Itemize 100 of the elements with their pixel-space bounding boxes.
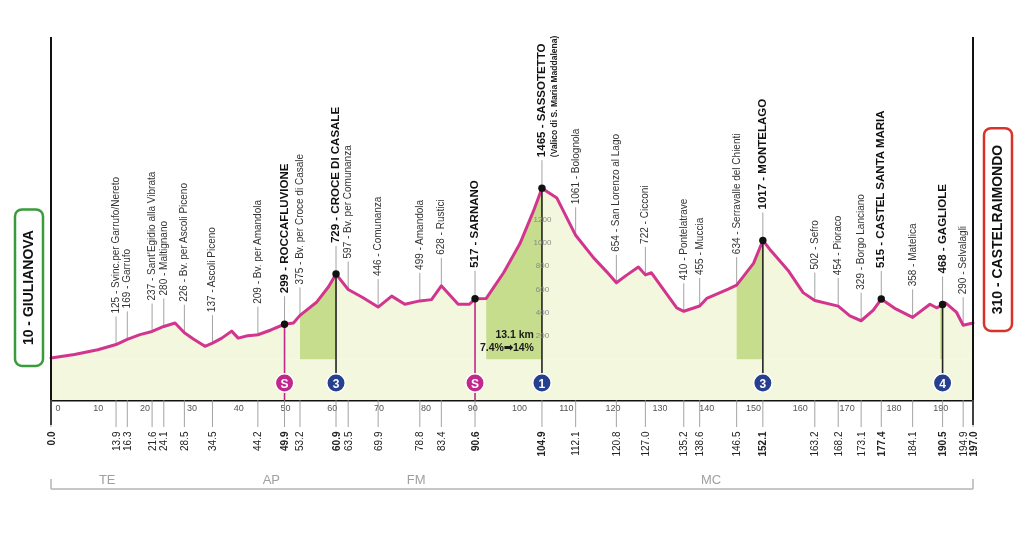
- text: AP: [262, 472, 281, 487]
- annotation: 280 - Maltignano: [157, 220, 169, 296]
- annotation: 515 - CASTEL SANTA MARIA: [874, 110, 887, 269]
- x2-tick-label: 177.4: [875, 431, 887, 457]
- annotation: 1465 - SASSOTETTO: [534, 43, 547, 158]
- x2-tick-label: 24.1: [158, 431, 170, 451]
- annotation: 226 - Bv. per Ascoli Piceno: [178, 182, 190, 302]
- x-tick-label: 0: [55, 402, 61, 413]
- x2-tick-label: 53.2: [294, 431, 306, 451]
- annotation: 4: [939, 377, 947, 391]
- x2-tick-label: 28.5: [178, 431, 190, 451]
- annotation: 502 - Sefro: [808, 219, 820, 270]
- annotation: 310 - CASTELRAIMONDO: [989, 144, 1005, 315]
- x-tick-label: 70: [374, 402, 385, 413]
- x2-tick-label: 49.9: [279, 431, 291, 451]
- x2-tick-label: 173.1: [855, 431, 867, 457]
- x2-tick-label: 163.2: [809, 431, 821, 457]
- x-tick-label: 100: [512, 402, 528, 413]
- series-label: 13.1 km 7.4%➡14%: [480, 328, 535, 353]
- annotation: 722 - Cicconi: [639, 185, 651, 244]
- x2-tick-label: 0.0: [45, 431, 57, 446]
- text: MC: [701, 472, 722, 487]
- x-tick-label: 160: [792, 402, 808, 413]
- x-tick-label: 90: [467, 402, 478, 413]
- x2-tick-label: 112.1: [570, 431, 582, 456]
- y-tick-label: 400: [535, 307, 550, 317]
- annotation: 729 - CROCE DI CASALE: [329, 106, 342, 244]
- x-tick-label: 80: [420, 402, 431, 413]
- x-tick-label: 150: [746, 402, 762, 413]
- text: TE: [98, 472, 116, 487]
- x2-tick-label: 127.0: [639, 431, 651, 457]
- x2-tick-label: 83.4: [435, 431, 447, 451]
- x2-tick-label: 44.2: [252, 431, 264, 451]
- annotation: 10 - GIULIANOVA: [20, 230, 36, 346]
- x2-tick-label: 90.6: [469, 431, 481, 451]
- x-tick-label: 130: [652, 402, 668, 413]
- annotation: 1017 - MONTELAGO: [755, 98, 768, 210]
- y-tick-label: 1200: [533, 214, 552, 224]
- x2-tick-label: 21.6: [146, 431, 158, 451]
- x2-tick-label: 78.8: [414, 431, 426, 451]
- annotation: 3: [332, 377, 340, 391]
- x2-tick-label: 184.1: [907, 431, 919, 457]
- annotation: 628 - Rustici: [435, 199, 447, 255]
- annotation: 468 - GAGLIOLE: [935, 183, 948, 274]
- x2-tick-label: 190.5: [937, 431, 949, 457]
- annotation: 169 - Garrufo: [121, 248, 133, 309]
- annotation: 209 - Bv. per Amandola: [251, 199, 263, 304]
- annotation: 634 - Serravalle del Chienti: [730, 133, 742, 255]
- y-tick-label: 1000: [533, 237, 552, 247]
- x2-tick-label: 120.8: [610, 431, 622, 457]
- annotation: 358 - Matelica: [906, 223, 918, 287]
- text: FM: [406, 472, 426, 487]
- x2-tick-label: 104.9: [536, 431, 548, 457]
- annotation: 654 - San Lorenzo al Lago: [610, 133, 622, 252]
- ref-line-label: S: [280, 377, 289, 391]
- x2-tick-label: 194.9: [957, 431, 969, 457]
- x-tick-label: 120: [605, 402, 621, 413]
- x-tick-label: 40: [233, 402, 244, 413]
- y-tick-label: 600: [535, 284, 550, 294]
- annotation: 410 - Pontelatrave: [677, 198, 689, 281]
- ref-line-label: S: [471, 377, 480, 391]
- y-tick-label: 200: [535, 331, 550, 341]
- y-tick-label: 800: [535, 261, 550, 271]
- x-tick-label: 110: [559, 402, 574, 413]
- x-tick-label: 50: [280, 402, 291, 413]
- annotation: 375 - Bv. per Croce di Casale: [293, 153, 305, 285]
- annotation: 329 - Borgo Lanciano: [855, 193, 867, 290]
- x2-tick-label: 138.6: [694, 431, 706, 457]
- annotation: 125 - Svinc.per Garrufo/Nereto: [110, 176, 122, 314]
- x2-tick-label: 34.5: [206, 431, 218, 451]
- x-tick-label: 20: [140, 402, 151, 413]
- annotation: 1: [538, 377, 546, 391]
- x2-tick-label: 69.9: [372, 431, 384, 451]
- annotation: 3: [759, 377, 767, 391]
- x2-tick-label: 16.3: [121, 431, 133, 451]
- x-tick-label: 140: [699, 402, 715, 413]
- x-tick-label: 10: [93, 402, 104, 413]
- annotation: 290 - Selvalagli: [957, 225, 969, 295]
- annotation: 597 - Bv. per Comunanza: [342, 144, 354, 259]
- x-tick-label: 30: [186, 402, 197, 413]
- x2-tick-label: 146.5: [731, 431, 743, 457]
- x2-tick-label: 168.2: [832, 431, 844, 457]
- annotation: 454 - Pioraco: [832, 215, 844, 276]
- x-tick-label: 170: [839, 402, 855, 413]
- x2-tick-label: 197.0: [967, 431, 979, 457]
- x2-tick-label: 152.1: [757, 431, 769, 457]
- x2-tick-label: 60.9: [330, 431, 342, 451]
- x2-tick-label: 13.9: [110, 431, 122, 451]
- annotation: 446 - Comunanza: [372, 196, 384, 277]
- x-tick-label: 180: [886, 402, 902, 413]
- x-tick-label: 190: [933, 402, 949, 413]
- x-tick-label: 60: [327, 402, 338, 413]
- annotation: 137 - Ascoli Piceno: [206, 226, 218, 313]
- annotation: (Valico di S. Maria Maddalena): [548, 35, 559, 158]
- annotation: 1061 - Bolognola: [569, 128, 581, 205]
- annotation: 499 - Amandola: [413, 199, 425, 270]
- x2-tick-label: 63.5: [342, 431, 354, 451]
- x2-tick-label: 135.2: [678, 431, 690, 457]
- annotation: 299 - ROCCAFLUVIONE: [277, 163, 290, 294]
- annotation: 237 - Sant’Egidio alla Vibrata: [146, 171, 158, 301]
